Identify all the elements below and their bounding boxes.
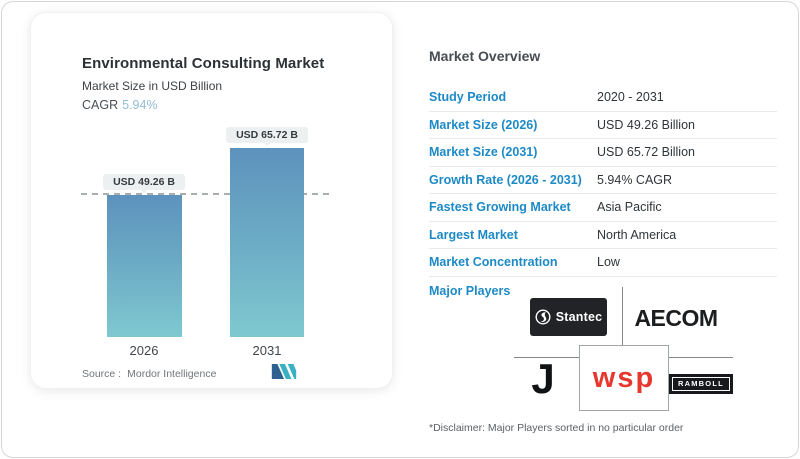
- table-row-fastest-growing-market: Fastest Growing Market Asia Pacific: [429, 194, 777, 222]
- reference-dashed-line: [81, 193, 331, 195]
- aecom-logo: AECOM: [634, 305, 718, 331]
- row-value: USD 49.26 Billion: [597, 117, 695, 132]
- row-label: Market Concentration: [429, 255, 558, 270]
- table-row-study-period: Study Period 2020 - 2031: [429, 84, 777, 112]
- row-label: Market Size (2031): [429, 145, 538, 160]
- cagr-label: CAGR: [82, 98, 119, 112]
- source-row: Source : Mordor Intelligence: [82, 368, 222, 380]
- source-label: Source :: [82, 368, 122, 380]
- logo-divider-vertical: [622, 287, 623, 345]
- ramboll-logo-text: RAMBOLL: [672, 377, 730, 392]
- row-value: USD 65.72 Billion: [597, 145, 695, 160]
- x-axis-label-2026: 2026: [129, 343, 159, 358]
- row-value: Asia Pacific: [597, 200, 662, 215]
- row-label: Study Period: [429, 90, 507, 105]
- row-label: Growth Rate (2026 - 2031): [429, 172, 582, 187]
- cagr-value: 5.94%: [122, 98, 158, 112]
- table-row-largest-market: Largest Market North America: [429, 222, 777, 249]
- overview-heading: Market Overview: [429, 48, 541, 64]
- wsp-logo-text: wsp: [592, 361, 656, 394]
- row-label: Fastest Growing Market: [429, 200, 571, 215]
- cagr-line: CAGR 5.94%: [82, 98, 158, 112]
- stantec-logo: Stantec: [530, 298, 607, 336]
- card-subtitle: Market Size in USD Billion: [82, 79, 223, 93]
- overview-table: Study Period 2020 - 2031 Market Size (20…: [429, 84, 777, 277]
- bar-2026: [107, 195, 182, 337]
- bar-2031: [230, 148, 304, 337]
- bar-chart: USD 49.26 B USD 65.72 B 2026 2031: [31, 13, 392, 388]
- row-value: Low: [597, 255, 620, 270]
- table-row-market-size-2031: Market Size (2031) USD 65.72 Billion: [429, 139, 777, 167]
- x-axis-label-2031: 2031: [252, 343, 282, 358]
- ramboll-logo: RAMBOLL: [669, 374, 733, 395]
- row-value: 5.94% CAGR: [597, 172, 673, 187]
- bar-value-label-2026: USD 49.26 B: [103, 174, 185, 193]
- bar-value-label-2031: USD 65.72 B: [226, 127, 308, 146]
- mordor-intelligence-logo-icon: [271, 364, 297, 379]
- table-row-market-size-2026: Market Size (2026) USD 49.26 Billion: [429, 112, 777, 139]
- row-label: Largest Market: [429, 227, 518, 242]
- major-players-label: Major Players: [429, 284, 511, 298]
- table-row-market-concentration: Market Concentration Low: [429, 249, 777, 277]
- source-value: Mordor Intelligence: [127, 368, 217, 380]
- market-chart-card: Environmental Consulting Market Market S…: [30, 12, 393, 389]
- stantec-logo-text: Stantec: [555, 310, 603, 324]
- table-row-growth-rate: Growth Rate (2026 - 2031) 5.94% CAGR: [429, 167, 777, 194]
- card-title: Environmental Consulting Market: [82, 55, 325, 72]
- wsp-logo: wsp: [579, 345, 669, 411]
- row-value: 2020 - 2031: [597, 90, 664, 105]
- disclaimer-text: *Disclaimer: Major Players sorted in no …: [429, 422, 684, 434]
- row-value: North America: [597, 227, 677, 242]
- row-label: Market Size (2026): [429, 117, 538, 132]
- stantec-swoosh-icon: [535, 309, 551, 325]
- jacobs-logo: J: [531, 355, 555, 402]
